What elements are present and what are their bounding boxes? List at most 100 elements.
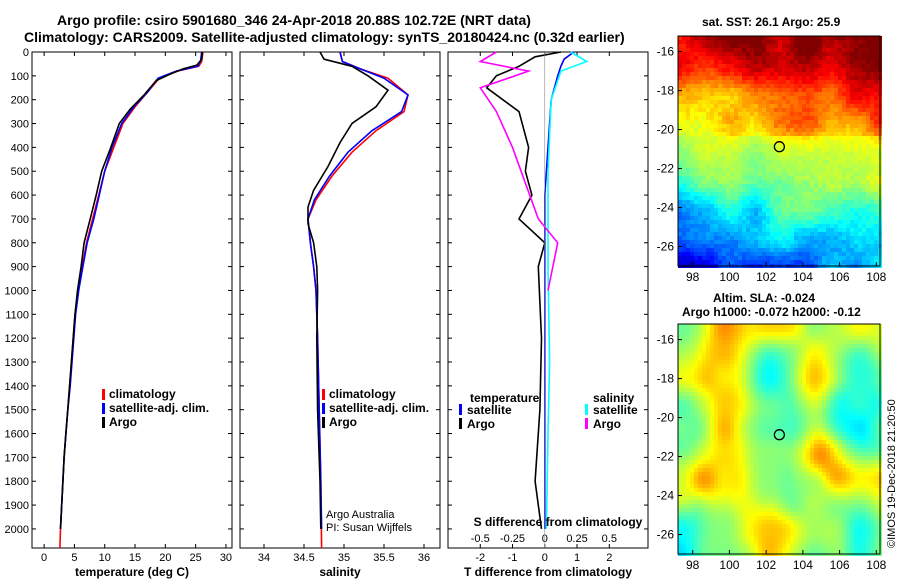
temperature-legend-label: Argo — [109, 415, 137, 429]
temperature-xtick-label: 5 — [71, 552, 77, 564]
sla_map-xtick-label: 98 — [686, 558, 700, 572]
temperature-xtick-label: 0 — [41, 552, 47, 564]
difference-legend-title-sal: salinity — [593, 391, 635, 405]
sla_map-xtick-label: 106 — [830, 558, 850, 572]
depth-tick-label: 200 — [11, 95, 29, 107]
temperature-xtick-label: 25 — [190, 552, 202, 564]
difference-legend-label: satellite — [593, 403, 638, 417]
sla_map-xtick-label: 100 — [719, 558, 739, 572]
depth-tick-label: 1400 — [5, 381, 29, 393]
salinity-series-line — [307, 51, 409, 529]
difference-series-line — [545, 51, 589, 529]
salinity-xtick-label: 36 — [418, 552, 430, 564]
difference-xtick-label: -2 — [475, 552, 485, 564]
salinity-legend-label: Argo — [329, 415, 357, 429]
salinity-series-line — [307, 51, 409, 549]
salinity-xlabel: salinity — [319, 565, 361, 579]
difference-xlabel2: S difference from climatology — [474, 515, 643, 529]
depth-tick-label: 500 — [11, 166, 29, 178]
sla_map-ytick-label: -24 — [657, 489, 675, 503]
salinity-legend-label: climatology — [329, 387, 396, 401]
salinity-xtick-label: 34 — [258, 552, 270, 564]
sst_map-profile-marker — [773, 141, 786, 153]
sla_map-frame — [677, 323, 881, 555]
sla_map-ytick-label: -22 — [657, 450, 675, 464]
difference-xtick2-label: 0.25 — [566, 533, 587, 545]
sla_map-ytick-label: -16 — [657, 333, 675, 347]
salinity-legend-swatch — [322, 417, 325, 428]
difference-xtick2-label: -0.25 — [500, 533, 525, 545]
difference-legend-swatch — [585, 418, 588, 429]
difference-xtick2-label: 0.5 — [602, 533, 617, 545]
sst_map-ytick-label: -22 — [657, 162, 675, 176]
salinity-legend-swatch — [322, 389, 325, 400]
salinity-series-line — [307, 51, 390, 529]
difference-series-line — [478, 51, 559, 291]
difference-legend-swatch — [585, 404, 588, 415]
difference-xtick-label: 0 — [542, 552, 548, 564]
depth-tick-label: 1300 — [5, 357, 29, 369]
salinity-xtick-label: 34.5 — [293, 552, 314, 564]
depth-tick-label: 100 — [11, 71, 29, 83]
sst_map-ytick-label: -16 — [657, 45, 675, 59]
sst_map-ytick-label: -18 — [657, 84, 675, 98]
depth-tick-label: 800 — [11, 238, 29, 250]
salinity-annotation-line2: PI: Susan Wijffels — [326, 522, 412, 534]
salinity-xtick-label: 35 — [338, 552, 350, 564]
depth-tick-label: 1100 — [5, 309, 29, 321]
difference-xtick-label: 1 — [574, 552, 580, 564]
temperature-legend-label: climatology — [109, 387, 176, 401]
difference-legend-label: satellite — [467, 403, 512, 417]
difference-xlabel: T difference from climatology — [464, 565, 632, 579]
depth-tick-label: 1000 — [5, 285, 29, 297]
temperature-series-line — [59, 51, 204, 529]
sst_map-frame — [677, 35, 881, 267]
temperature-xtick-label: 30 — [220, 552, 232, 564]
depth-tick-label: 1200 — [5, 333, 29, 345]
temperature-legend-swatch — [102, 417, 105, 428]
depth-tick-label: 1500 — [5, 405, 29, 417]
sst-map-title: sat. SST: 26.1 Argo: 25.9 — [702, 15, 841, 29]
sla_map-xtick-label: 102 — [756, 558, 776, 572]
difference-xtick-label: 2 — [606, 552, 612, 564]
sst_map-ytick-label: -24 — [657, 201, 675, 215]
sla_map-ytick-label: -20 — [657, 411, 675, 425]
sst_map-ytick-label: -20 — [657, 123, 675, 137]
sst_map-ytick-label: -26 — [657, 240, 675, 254]
figure-title-line1: Argo profile: csiro 5901680_346 24-Apr-2… — [57, 12, 531, 28]
depth-tick-label: 900 — [11, 262, 29, 274]
salinity-xtick-label: 35.5 — [373, 552, 394, 564]
temperature-xtick-label: 10 — [99, 552, 111, 564]
sla_map-field — [678, 324, 882, 556]
salinity-annotation-line1: Argo Australia — [326, 509, 395, 521]
sst_map-xtick-label: 98 — [686, 270, 700, 284]
sst_map-xtick-label: 108 — [866, 270, 886, 284]
sla_map-ytick-label: -18 — [657, 372, 675, 386]
difference-plot-frame — [447, 51, 649, 549]
temperature-legend-swatch — [102, 389, 105, 400]
depth-tick-label: 1900 — [5, 500, 29, 512]
difference-xtick2-label: -0.5 — [471, 533, 490, 545]
depth-tick-label: 2000 — [5, 524, 29, 536]
temperature-series-line — [59, 51, 203, 529]
sst_map-xtick-label: 102 — [756, 270, 776, 284]
temperature-xlabel: temperature (deg C) — [75, 565, 189, 579]
sst_map-xtick-label: 104 — [793, 270, 813, 284]
sla_map-xtick-label: 108 — [866, 558, 886, 572]
sla-map-title: Altim. SLA: -0.024 — [713, 291, 816, 305]
depth-tick-label: 600 — [11, 190, 29, 202]
depth-tick-label: 300 — [11, 119, 29, 131]
difference-legend-title-temp: temperature — [470, 391, 540, 405]
difference-xtick-label: -1 — [508, 552, 518, 564]
depth-tick-label: 400 — [11, 142, 29, 154]
sla_map-profile-marker — [773, 429, 786, 441]
depth-tick-label: 1600 — [5, 429, 29, 441]
difference-legend-label: Argo — [593, 417, 621, 431]
salinity-legend-swatch — [322, 403, 325, 414]
sst_map-field — [678, 36, 882, 268]
sst_map-xtick-label: 100 — [719, 270, 739, 284]
temperature-plot-frame — [31, 51, 233, 549]
depth-tick-label: 0 — [23, 47, 29, 59]
sla_map-xtick-label: 104 — [793, 558, 813, 572]
